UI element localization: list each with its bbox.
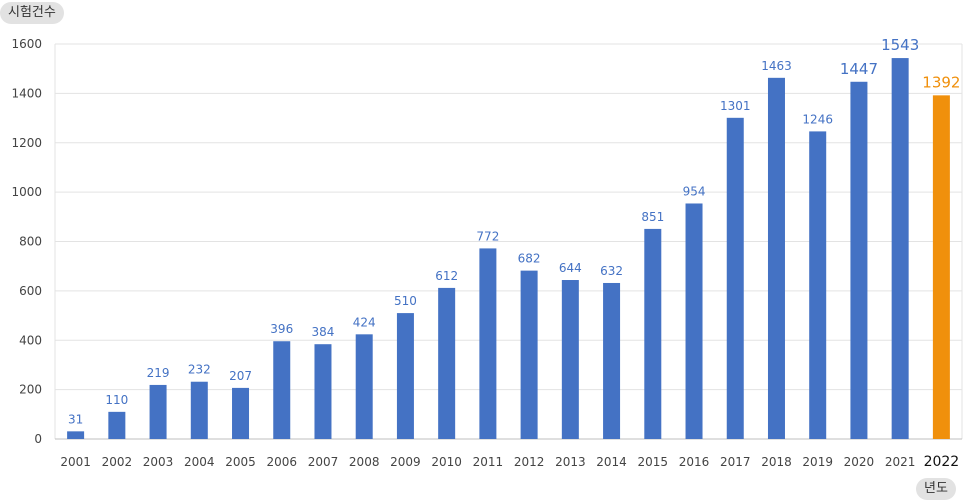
x-tick-label-2021: 2021 [885,455,916,469]
bar-2007 [314,344,332,439]
data-label-2002: 110 [105,393,128,407]
data-label-2015: 851 [641,210,664,224]
data-label-2008: 424 [353,315,376,329]
x-tick-label-2002: 2002 [102,455,133,469]
data-label-2016: 954 [683,184,706,198]
x-axis-label: 년도 [916,478,956,500]
bar-2021 [891,58,909,440]
y-tick-label: 0 [34,432,42,446]
bar-2006 [273,341,291,439]
data-label-2010: 612 [435,269,458,283]
data-label-2017: 1301 [720,99,751,113]
data-label-2013: 644 [559,261,582,275]
data-label-2019: 1246 [802,112,833,126]
x-tick-label-2006: 2006 [266,455,297,469]
bar-2003 [149,384,167,439]
x-tick-label-2022: 2022 [924,454,960,470]
y-tick-label: 200 [19,383,42,397]
bar-2004 [190,381,208,439]
bar-2019 [809,131,827,440]
data-label-2007: 384 [312,325,335,339]
bar-2018 [767,77,785,440]
data-label-2014: 632 [600,264,623,278]
data-label-2003: 219 [147,366,170,380]
data-label-2005: 207 [229,369,252,383]
data-label-2004: 232 [188,363,211,377]
x-tick-label-2013: 2013 [555,455,586,469]
bar-2001 [67,431,85,439]
x-tick-label-2009: 2009 [390,455,421,469]
data-label-2020: 1447 [840,60,878,78]
x-tick-label-2005: 2005 [225,455,256,469]
y-tick-label: 1400 [11,86,42,100]
y-tick-label: 800 [19,235,42,249]
bar-2012 [520,270,538,439]
y-tick-label: 1200 [11,136,42,150]
x-tick-label-2015: 2015 [638,455,669,469]
data-label-2001: 31 [68,412,83,426]
bar-2009 [396,313,414,439]
y-tick-label: 600 [19,284,42,298]
y-tick-label: 1600 [11,37,42,51]
data-label-2011: 772 [476,229,499,243]
data-label-2018: 1463 [761,59,792,73]
x-tick-label-2010: 2010 [431,455,462,469]
bar-2010 [438,287,456,439]
x-tick-label-2014: 2014 [596,455,627,469]
data-label-2021: 1543 [881,36,919,54]
bar-2011 [479,248,497,439]
bar-2016 [685,203,703,439]
x-tick-label-2008: 2008 [349,455,380,469]
data-label-2022: 1392 [922,73,960,91]
bar-2008 [355,334,373,439]
bar-2020 [850,81,868,439]
bar-2017 [726,117,744,440]
x-tick-label-2016: 2016 [679,455,710,469]
bar-2002 [108,411,126,439]
data-label-2009: 510 [394,294,417,308]
y-tick-label: 400 [19,333,42,347]
x-tick-label-2012: 2012 [514,455,545,469]
bar-2014 [603,282,621,439]
bar-2015 [644,228,662,439]
x-tick-label-2018: 2018 [761,455,792,469]
bar-2005 [232,387,250,439]
bar-2013 [561,280,579,439]
y-axis-label: 시험건수 [0,2,64,24]
x-tick-label-2020: 2020 [844,455,875,469]
x-tick-label-2001: 2001 [60,455,91,469]
x-tick-label-2011: 2011 [473,455,504,469]
data-label-2012: 682 [518,252,541,266]
y-tick-label: 1000 [11,185,42,199]
data-label-2006: 396 [270,322,293,336]
x-tick-label-2019: 2019 [802,455,833,469]
bar-2022 [932,95,950,439]
x-tick-label-2017: 2017 [720,455,751,469]
x-tick-label-2007: 2007 [308,455,339,469]
x-tick-label-2003: 2003 [143,455,174,469]
x-tick-label-2004: 2004 [184,455,215,469]
